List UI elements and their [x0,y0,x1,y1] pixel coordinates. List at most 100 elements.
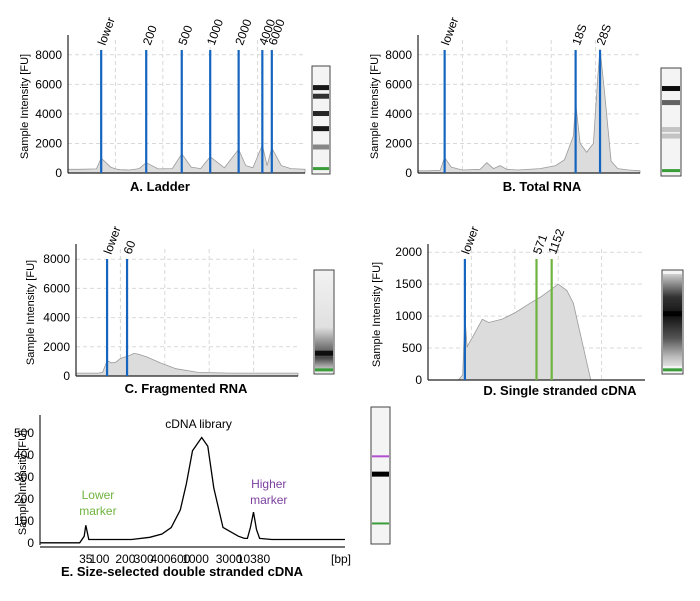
peak-label: lower [438,15,461,47]
y-tick-label: 400 [14,448,34,462]
x-tick-label: 10380 [237,552,271,566]
y-axis-label: Sample Intensity [FU] [369,54,381,159]
lower-marker-label: marker [79,504,116,518]
panel-caption: B. Total RNA [503,179,582,194]
y-tick-label: 4000 [385,107,412,121]
x-tick-label: 3000 [216,552,243,566]
higher-marker-label: marker [250,493,287,507]
y-tick-label: 1000 [395,309,422,323]
y-tick-label: 8000 [385,48,412,62]
gel-lane [313,269,335,375]
peak-label: 18S [569,22,589,47]
y-tick-label: 0 [415,373,422,387]
y-tick-label: 4000 [35,107,62,121]
gel-band [372,455,389,458]
trace-area [67,143,306,174]
x-tick-label: 300 [134,552,154,566]
y-tick-label: 100 [14,514,34,528]
y-axis-label: Sample Intensity [FU] [25,260,37,365]
gel-band [313,144,329,150]
gel-lane [370,406,391,545]
peak-label: 500 [175,23,195,47]
y-axis-label: Sample Intensity [FU] [371,262,383,367]
gel-band [663,311,682,317]
y-tick-label: 8000 [35,48,62,62]
gel-smear [663,274,682,366]
trace-area [75,352,299,377]
x-tick-label: 35 [79,552,93,566]
y-tick-label: 6000 [35,77,62,91]
peak-label: 571 [530,232,550,256]
gel-band [315,350,333,356]
peak-label: 200 [140,23,160,47]
gel-background [660,67,682,177]
gel-band [372,471,389,477]
trace-line [40,436,345,544]
peak-label: 28S [594,22,614,47]
y-tick-label: 0 [27,536,34,550]
y-tick-label: 6000 [43,281,70,295]
peak-label: 1152 [545,227,567,256]
lower-marker-label: Lower [82,488,115,502]
gel-band [372,522,389,525]
peak-label: lower [459,224,482,256]
y-tick-label: 2000 [43,340,70,354]
gel-band [313,85,329,91]
trace-area [428,283,602,381]
higher-marker-label: Higher [251,477,286,491]
gel-smear [315,271,333,373]
gel-lane [661,269,684,375]
x-tick-label: 200 [115,552,135,566]
peak-label: 60 [121,238,139,256]
peak-label: 1000 [204,17,226,47]
gel-band [662,100,680,106]
y-tick-label: 6000 [385,77,412,91]
y-axis-label: Sample Intensity [FU] [17,430,29,535]
y-tick-label: 2000 [395,245,422,259]
gel-band [663,368,682,372]
y-tick-label: 1500 [395,277,422,291]
x-tick-label: 1000 [182,552,209,566]
gel-band [313,111,329,117]
gel-band [315,368,333,372]
gel-lane [660,67,682,177]
gel-band [313,167,329,171]
y-tick-label: 2000 [35,136,62,150]
peak-label: 2000 [232,17,254,47]
trace-area [417,48,641,174]
x-tick-label: 600 [170,552,190,566]
y-tick-label: 2000 [385,136,412,150]
x-tick-label: 100 [89,552,109,566]
chart-d: 0 500 1000 1500 2000 Sample Intensity [FU] low… [371,224,684,398]
y-tick-label: 8000 [43,252,70,266]
chart-a: 0 2000 4000 6000 8000 Sample Intensity [FU] lo… [19,15,331,194]
x-tick-label: 400 [150,552,170,566]
panel-caption: A. Ladder [130,179,190,194]
peak-annotation: cDNA library [165,417,232,431]
gel-band [662,133,680,139]
gel-lane [311,65,331,175]
gel-background [311,65,331,175]
x-unit-label: [bp] [331,552,351,566]
peak-label: lower [95,15,118,47]
gel-band [313,126,329,132]
gel-band [662,127,680,133]
y-tick-label: 0 [55,166,62,180]
gel-band [313,93,329,99]
y-tick-label: 200 [14,492,34,506]
gel-band [662,86,680,92]
y-tick-label: 0 [63,369,70,383]
y-axis-label: Sample Intensity [FU] [19,54,31,159]
y-tick-label: 0 [405,166,412,180]
y-tick-label: 500 [402,341,422,355]
panel-caption: E. Size-selected double stranded cDNA [61,564,304,579]
y-tick-label: 300 [14,470,34,484]
y-tick-label: 4000 [43,311,70,325]
panel-caption: D. Single stranded cDNA [483,383,637,398]
y-tick-label: 500 [14,426,34,440]
chart-b: 0 2000 4000 6000 8000 Sample Intensity [FU] lo… [369,15,682,194]
gel-band [662,169,680,173]
